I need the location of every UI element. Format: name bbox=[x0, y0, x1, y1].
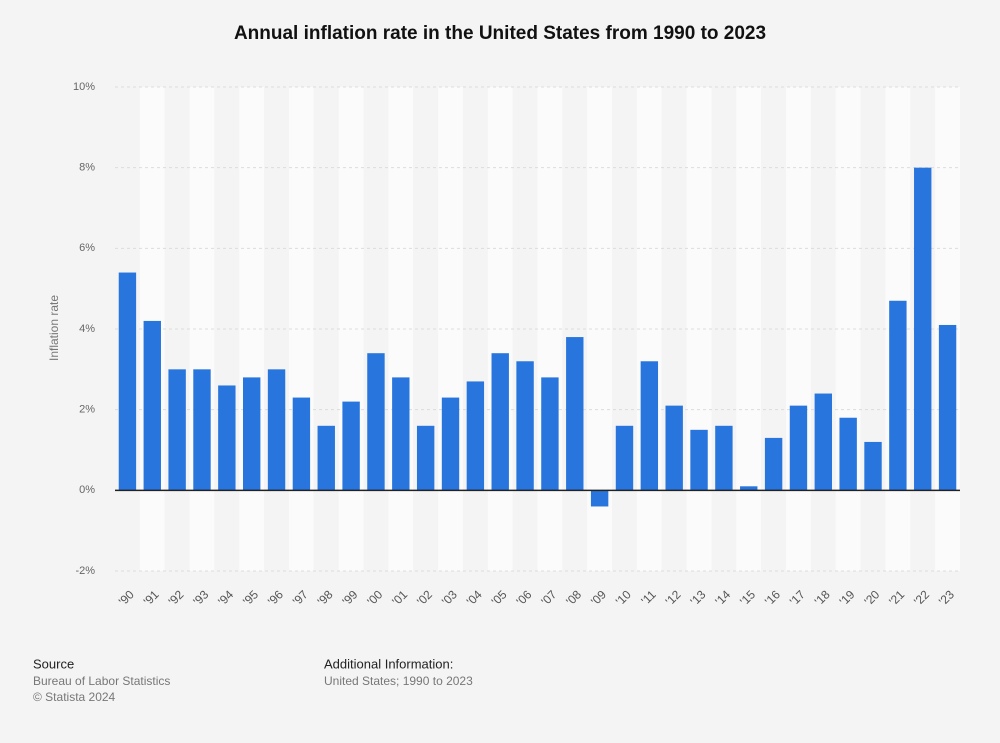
bar bbox=[541, 377, 559, 491]
bar bbox=[118, 272, 137, 491]
x-tick-label: '21 bbox=[886, 587, 907, 608]
y-tick-label: -2% bbox=[75, 565, 95, 577]
x-tick-label: '15 bbox=[737, 587, 758, 608]
bar bbox=[914, 167, 932, 491]
x-tick-label: '98 bbox=[315, 587, 336, 608]
x-tick-label: '95 bbox=[240, 587, 261, 608]
x-tick-label: '03 bbox=[439, 587, 460, 608]
y-tick-label: 4% bbox=[79, 323, 95, 335]
x-tick-label: '22 bbox=[911, 587, 932, 608]
copyright: © Statista 2024 bbox=[33, 690, 116, 704]
bar bbox=[317, 425, 335, 491]
bar bbox=[466, 381, 485, 491]
x-tick-label: '05 bbox=[489, 587, 510, 608]
info: United States; 1990 to 2023 bbox=[324, 674, 473, 688]
bar bbox=[764, 437, 783, 491]
bar bbox=[615, 425, 634, 491]
bar bbox=[168, 369, 186, 491]
x-tick-label: '96 bbox=[265, 587, 286, 608]
y-tick-label: 8% bbox=[79, 162, 95, 174]
bar bbox=[690, 429, 708, 491]
bar bbox=[416, 425, 435, 491]
x-tick-label: '16 bbox=[762, 587, 783, 608]
bar bbox=[143, 320, 161, 491]
bar bbox=[889, 300, 907, 491]
bar bbox=[740, 486, 758, 491]
bar bbox=[814, 393, 833, 491]
y-tick-label: 2% bbox=[79, 404, 95, 416]
x-tick-label: '06 bbox=[513, 587, 534, 608]
x-tick-label: '04 bbox=[464, 587, 485, 608]
bar bbox=[392, 377, 410, 491]
bar bbox=[193, 369, 211, 491]
bar bbox=[292, 397, 311, 491]
x-tick-label: '90 bbox=[116, 587, 137, 608]
x-tick-label: '14 bbox=[712, 587, 733, 608]
source: Bureau of Labor Statistics bbox=[33, 674, 170, 688]
bar bbox=[367, 353, 385, 491]
x-tick-label: '23 bbox=[936, 587, 957, 608]
bar bbox=[665, 405, 683, 491]
x-tick-label: '19 bbox=[837, 587, 858, 608]
bar bbox=[839, 417, 857, 491]
y-axis-label: Inflation rate bbox=[47, 295, 61, 361]
x-tick-label: '17 bbox=[787, 587, 808, 608]
x-tick-label: '94 bbox=[215, 587, 236, 608]
x-tick-label: '20 bbox=[861, 587, 882, 608]
x-tick-label: '92 bbox=[166, 587, 187, 608]
bar bbox=[342, 401, 360, 491]
x-tick-label: '10 bbox=[613, 587, 634, 608]
info-title: Additional Information: bbox=[324, 656, 453, 671]
bar bbox=[640, 361, 659, 491]
bar bbox=[590, 490, 609, 507]
x-tick-label: '00 bbox=[364, 587, 385, 608]
x-tick-label: '97 bbox=[290, 587, 311, 608]
bar bbox=[218, 385, 236, 491]
x-tick-label: '01 bbox=[389, 587, 410, 608]
bar bbox=[789, 405, 808, 491]
bar bbox=[242, 377, 261, 491]
x-tick-label: '12 bbox=[663, 587, 684, 608]
bar bbox=[441, 397, 460, 491]
bar bbox=[516, 361, 534, 491]
x-tick-label: '91 bbox=[141, 587, 162, 608]
x-tick-label: '07 bbox=[538, 587, 559, 608]
bar bbox=[864, 441, 882, 491]
x-tick-label: '93 bbox=[190, 587, 211, 608]
x-tick-label: '02 bbox=[414, 587, 435, 608]
bar bbox=[938, 324, 957, 491]
y-tick-label: 0% bbox=[79, 484, 95, 496]
source-title: Source bbox=[33, 656, 74, 671]
y-tick-label: 6% bbox=[79, 242, 95, 254]
x-tick-label: '11 bbox=[638, 587, 659, 608]
x-tick-label: '09 bbox=[588, 587, 609, 608]
x-tick-label: '08 bbox=[563, 587, 584, 608]
x-tick-label: '18 bbox=[812, 587, 833, 608]
x-tick-label: '13 bbox=[687, 587, 708, 608]
bar bbox=[715, 425, 733, 491]
plot-area: -2% 0% 2% 4% 6% 8% 10% '90'91'92'93'94'95'96'97… bbox=[73, 81, 960, 608]
x-tick-label: '99 bbox=[340, 587, 361, 608]
bar bbox=[267, 369, 286, 491]
chart-title: Annual inflation rate in the United Stat… bbox=[234, 23, 766, 44]
bar bbox=[491, 353, 509, 491]
bar bbox=[566, 337, 584, 491]
y-tick-label: 10% bbox=[73, 81, 95, 93]
